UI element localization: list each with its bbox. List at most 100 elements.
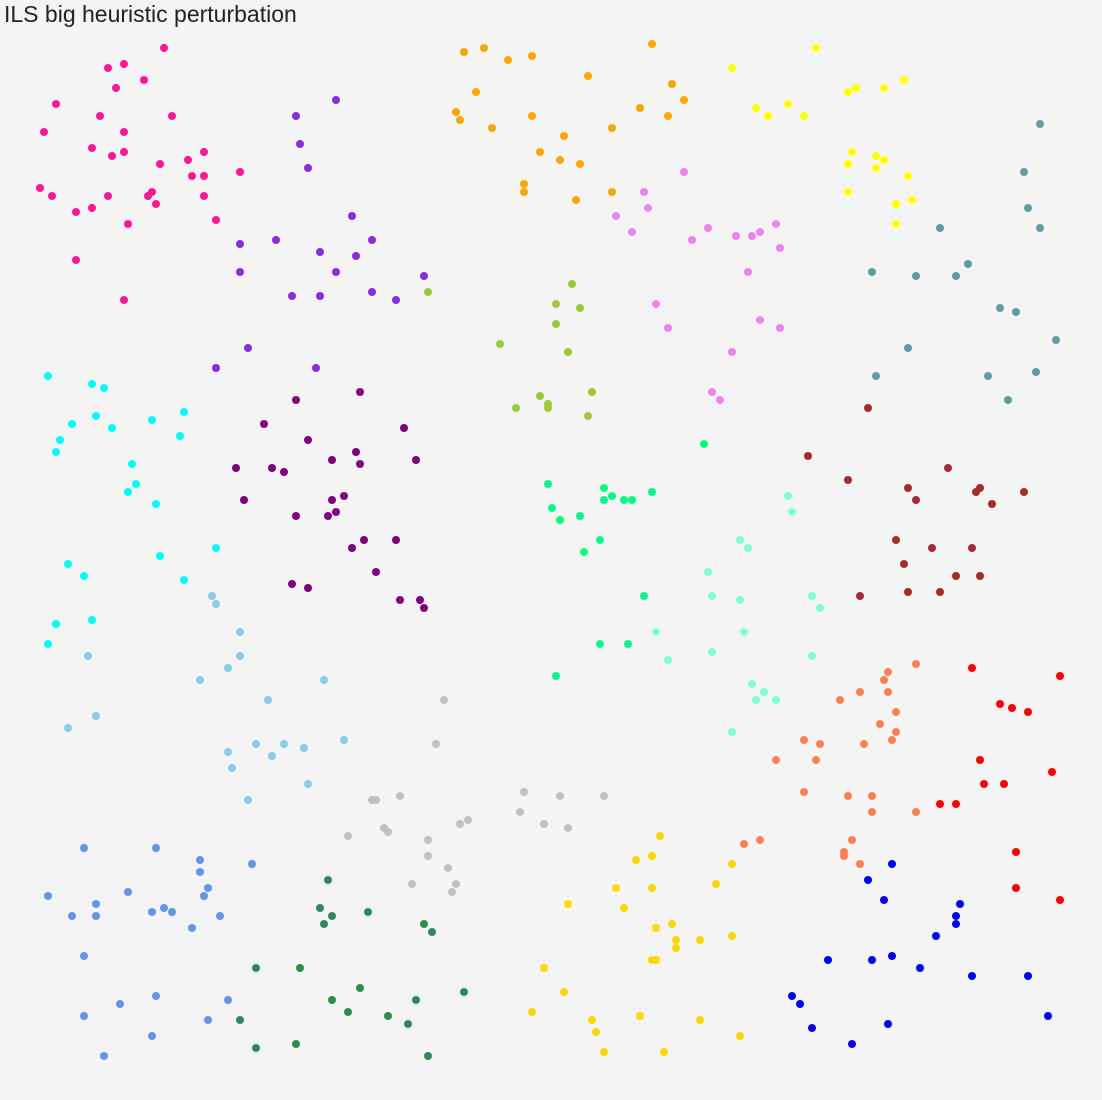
scatter-point bbox=[148, 188, 156, 196]
scatter-point bbox=[540, 820, 548, 828]
scatter-point bbox=[168, 908, 176, 916]
scatter-point bbox=[160, 904, 168, 912]
scatter-point bbox=[80, 952, 88, 960]
scatter-point bbox=[588, 1016, 596, 1024]
scatter-point bbox=[632, 856, 640, 864]
scatter-point bbox=[432, 740, 440, 748]
scatter-point bbox=[224, 664, 232, 672]
scatter-point bbox=[672, 936, 680, 944]
scatter-point bbox=[320, 676, 328, 684]
scatter-point bbox=[936, 588, 944, 596]
scatter-point bbox=[396, 792, 404, 800]
scatter-point bbox=[880, 84, 888, 92]
scatter-point bbox=[52, 620, 60, 628]
scatter-point bbox=[312, 364, 320, 372]
scatter-point bbox=[872, 152, 880, 160]
scatter-point bbox=[936, 224, 944, 232]
scatter-point bbox=[328, 996, 336, 1004]
scatter-point bbox=[244, 344, 252, 352]
scatter-point bbox=[952, 800, 960, 808]
series-2 bbox=[452, 40, 688, 204]
scatter-point bbox=[44, 892, 52, 900]
scatter-point bbox=[124, 220, 132, 228]
scatter-point bbox=[784, 492, 792, 500]
scatter-point bbox=[844, 188, 852, 196]
scatter-point bbox=[212, 544, 220, 552]
scatter-point bbox=[844, 476, 852, 484]
scatter-point bbox=[812, 44, 820, 52]
scatter-point bbox=[344, 1008, 352, 1016]
scatter-point bbox=[864, 876, 872, 884]
scatter-point bbox=[824, 956, 832, 964]
scatter-point bbox=[864, 404, 872, 412]
scatter-point bbox=[728, 860, 736, 868]
scatter-point bbox=[92, 912, 100, 920]
scatter-point bbox=[672, 944, 680, 952]
scatter-point bbox=[236, 168, 244, 176]
scatter-point bbox=[904, 588, 912, 596]
scatter-point bbox=[752, 104, 760, 112]
scatter-point bbox=[452, 108, 460, 116]
scatter-point bbox=[368, 288, 376, 296]
scatter-point bbox=[236, 268, 244, 276]
scatter-point bbox=[92, 412, 100, 420]
scatter-point bbox=[288, 292, 296, 300]
scatter-point bbox=[148, 908, 156, 916]
scatter-point bbox=[232, 464, 240, 472]
scatter-point bbox=[488, 124, 496, 132]
scatter-point bbox=[328, 456, 336, 464]
scatter-point bbox=[40, 128, 48, 136]
scatter-point bbox=[952, 272, 960, 280]
series-6 bbox=[424, 280, 596, 420]
scatter-point bbox=[748, 680, 756, 688]
scatter-point bbox=[236, 652, 244, 660]
scatter-point bbox=[1020, 488, 1028, 496]
scatter-point bbox=[664, 112, 672, 120]
scatter-point bbox=[1024, 708, 1032, 716]
scatter-point bbox=[600, 1048, 608, 1056]
scatter-point bbox=[212, 600, 220, 608]
scatter-point bbox=[552, 672, 560, 680]
scatter-point bbox=[360, 536, 368, 544]
scatter-point bbox=[100, 384, 108, 392]
series-3 bbox=[728, 44, 916, 228]
scatter-point bbox=[1036, 224, 1044, 232]
scatter-point bbox=[848, 836, 856, 844]
scatter-point bbox=[120, 148, 128, 156]
scatter-point bbox=[748, 232, 756, 240]
scatter-point bbox=[412, 456, 420, 464]
scatter-point bbox=[480, 44, 488, 52]
scatter-point bbox=[116, 1000, 124, 1008]
scatter-point bbox=[404, 1020, 412, 1028]
scatter-point bbox=[912, 496, 920, 504]
scatter-point bbox=[196, 856, 204, 864]
scatter-point bbox=[944, 464, 952, 472]
scatter-point bbox=[1056, 896, 1064, 904]
scatter-point bbox=[868, 808, 876, 816]
scatter-point bbox=[628, 496, 636, 504]
scatter-point bbox=[96, 112, 104, 120]
scatter-point bbox=[292, 112, 300, 120]
scatter-point bbox=[1012, 884, 1020, 892]
scatter-point bbox=[544, 480, 552, 488]
scatter-point bbox=[236, 1016, 244, 1024]
scatter-point bbox=[788, 508, 796, 516]
scatter-point bbox=[340, 736, 348, 744]
scatter-point bbox=[180, 408, 188, 416]
scatter-point bbox=[736, 536, 744, 544]
scatter-point bbox=[1036, 120, 1044, 128]
scatter-point bbox=[456, 116, 464, 124]
scatter-point bbox=[36, 184, 44, 192]
scatter-point bbox=[1012, 848, 1020, 856]
scatter-point bbox=[800, 736, 808, 744]
scatter-point bbox=[252, 1044, 260, 1052]
scatter-point bbox=[756, 228, 764, 236]
scatter-point bbox=[332, 96, 340, 104]
scatter-point bbox=[876, 720, 884, 728]
scatter-point bbox=[652, 924, 660, 932]
scatter-point bbox=[384, 828, 392, 836]
scatter-point bbox=[304, 584, 312, 592]
scatter-point bbox=[800, 788, 808, 796]
scatter-point bbox=[328, 496, 336, 504]
scatter-point bbox=[236, 628, 244, 636]
